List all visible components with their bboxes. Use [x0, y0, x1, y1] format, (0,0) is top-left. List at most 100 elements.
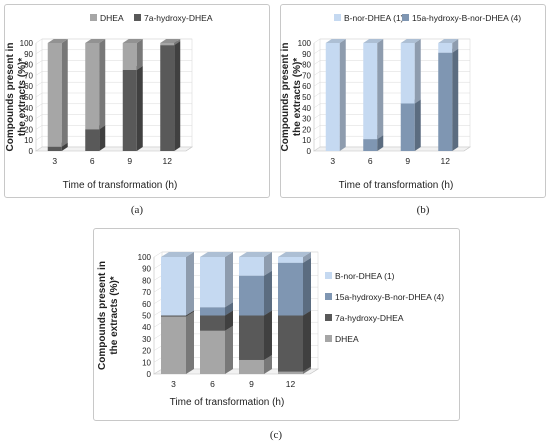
gridline-diag: [313, 60, 321, 65]
gridline-diag: [153, 368, 163, 375]
gridline-diag: [35, 92, 43, 98]
bar-segment-top: [200, 252, 233, 257]
legend-label: B-nor-DHEA (1): [344, 13, 404, 23]
bar-segment-side: [225, 310, 233, 331]
y-tick-label: 70: [302, 71, 311, 80]
y-tick-label: 10: [302, 136, 311, 145]
bar-segment-front: [122, 43, 137, 70]
y-tick-label: 0: [29, 147, 34, 156]
y-tick-label: 10: [142, 358, 151, 367]
x-tick-label: 6: [210, 379, 215, 389]
gridline-diag: [313, 114, 321, 119]
y-axis-label-line: the extracts (%)*: [17, 58, 28, 136]
y-axis-label: Compounds present inthe extracts (%)*: [280, 43, 303, 152]
bar-segment-top: [85, 39, 106, 43]
gridline-diag: [35, 135, 43, 141]
bar-segment-side: [303, 252, 311, 263]
y-tick-label: 40: [24, 104, 33, 113]
y-tick-label: 80: [24, 61, 33, 70]
bar-segment-front: [325, 43, 340, 151]
bar-segment-front: [200, 330, 225, 374]
bar-segment-side: [61, 142, 68, 151]
bar-segment-side: [414, 99, 421, 151]
bar-segment-side: [225, 325, 233, 374]
x-tick-label: 12: [286, 379, 296, 389]
bar-segment-front: [363, 139, 378, 151]
gridline-diag: [313, 146, 321, 152]
legend-swatch: [325, 335, 332, 342]
bar-segment-side: [186, 252, 194, 316]
bar-segment-top: [239, 252, 272, 257]
bar-segment-top: [161, 252, 194, 257]
gridline-diag: [153, 251, 163, 258]
bar-segment-side: [174, 41, 181, 151]
y-tick-label: 0: [147, 370, 152, 379]
bar-segment-front: [278, 315, 303, 372]
bar-segment-front: [161, 316, 186, 374]
y-tick-label: 60: [142, 300, 151, 309]
y-tick-label: 30: [302, 115, 311, 124]
bar-segment-top: [160, 39, 181, 43]
bar-segment-front: [438, 43, 453, 53]
y-tick-label: 40: [302, 104, 311, 113]
bar-segment-side: [377, 39, 384, 140]
y-tick-label: 100: [20, 39, 34, 48]
y-tick-label: 80: [302, 61, 311, 70]
legend-swatch: [325, 272, 332, 279]
legend-swatch: [134, 14, 141, 21]
y-tick-label: 80: [142, 276, 151, 285]
bar-segment-top: [438, 39, 459, 43]
bar-segment-front: [200, 307, 225, 316]
bar-segment-front: [438, 52, 453, 151]
bar-segment-top: [278, 252, 311, 257]
gridline-diag: [313, 103, 321, 109]
bar-segment-top: [47, 39, 68, 43]
bar-segment-front: [161, 257, 186, 316]
y-tick-label: 70: [142, 288, 151, 297]
gridline-diag: [153, 357, 163, 363]
y-tick-label: 40: [142, 323, 151, 332]
y-tick-label: 90: [302, 50, 311, 59]
y-tick-label: 90: [142, 265, 151, 274]
bar-segment-top: [325, 39, 346, 43]
caption-c: (c): [269, 429, 283, 441]
gridline-diag: [35, 125, 43, 130]
y-tick-label: 10: [24, 136, 33, 145]
legend-swatch: [402, 14, 409, 21]
y-axis-label: Compounds present inthe extracts (%)*: [97, 261, 120, 370]
gridline-diag: [35, 103, 43, 109]
y-tick-label: 90: [24, 50, 33, 59]
x-tick-label: 12: [163, 156, 173, 166]
gridline-diag: [153, 345, 163, 351]
bar-segment-front: [200, 257, 225, 308]
bar-segment-side: [136, 66, 143, 151]
bar-segment-side: [264, 270, 272, 316]
x-tick-label: 3: [171, 379, 176, 389]
bar-segment-side: [99, 39, 106, 130]
y-tick-label: 60: [24, 82, 33, 91]
x-tick-label: 9: [127, 156, 132, 166]
bar-segment-front: [47, 43, 62, 147]
bar-segment-side: [339, 39, 346, 151]
y-tick-label: 0: [307, 147, 312, 156]
gridline-diag: [153, 275, 163, 281]
x-tick-label: 9: [405, 156, 410, 166]
legend-swatch: [334, 14, 341, 21]
bar-segment-front: [85, 43, 100, 130]
bar-segment-front: [239, 359, 264, 374]
bar-segment-front: [239, 275, 264, 316]
y-tick-label: 20: [142, 347, 151, 356]
gridline-diag: [153, 321, 163, 328]
x-tick-label: 6: [368, 156, 373, 166]
y-tick-label: 100: [138, 253, 152, 262]
x-tick-label: 3: [52, 156, 57, 166]
gridline-diag: [313, 49, 321, 55]
y-tick-label: 60: [302, 82, 311, 91]
y-axis-label-line: the extracts (%)*: [109, 276, 120, 354]
bar-segment-front: [47, 146, 62, 151]
bar-segment-side: [225, 252, 233, 308]
